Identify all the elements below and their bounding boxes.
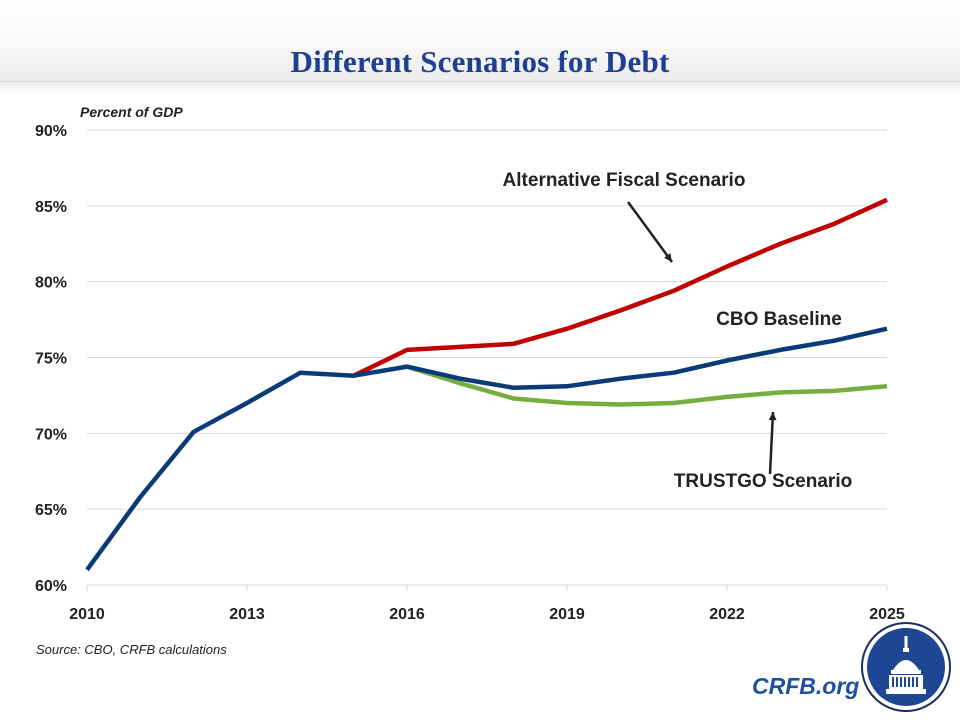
- x-tick-label: 2022: [709, 606, 745, 623]
- x-tick-label: 2016: [389, 606, 425, 623]
- x-tick-label: 2025: [869, 606, 905, 623]
- gridlines: [87, 129, 887, 510]
- annotation-label: TRUSTGO Scenario: [674, 471, 852, 492]
- annotation-label: CBO Baseline: [716, 309, 842, 330]
- x-tick-label: 2010: [69, 606, 105, 623]
- header-shadow: [0, 82, 960, 96]
- series-lines: [85, 197, 888, 572]
- arrowhead: [664, 253, 672, 262]
- chart-title: Different Scenarios for Debt: [290, 44, 670, 79]
- slide-header: [0, 0, 960, 82]
- series-line-cbo-baseline: [85, 326, 888, 572]
- x-axis-ticks: [86, 585, 888, 591]
- x-tick-label: 2013: [229, 606, 265, 623]
- y-tick-label: 85%: [35, 199, 67, 216]
- arrowhead: [768, 412, 777, 421]
- annotation-arrow: [768, 411, 775, 475]
- y-axis-label: Percent of GDP: [80, 104, 183, 120]
- annotation-arrow: [626, 201, 674, 263]
- axis-labels: 60% 65% 70% 75% 80% 85% 90% 2010 2013 2016 2019 202…: [35, 123, 905, 623]
- y-tick-label: 75%: [35, 351, 67, 368]
- y-tick-label: 90%: [35, 123, 67, 140]
- x-tick-label: 2019: [549, 606, 585, 623]
- y-tick-label: 80%: [35, 275, 67, 292]
- capitol-dome-logo-icon: [861, 622, 951, 712]
- y-tick-label: 65%: [35, 502, 67, 519]
- annotations: Alternative Fiscal Scenario CBO Baseline T…: [503, 170, 853, 492]
- y-tick-label: 60%: [35, 578, 67, 595]
- series-line-alternative-fiscal-scenario: [352, 197, 888, 378]
- annotation-label: Alternative Fiscal Scenario: [503, 170, 746, 191]
- y-tick-label: 70%: [35, 426, 67, 443]
- source-note: Source: CBO, CRFB calculations: [36, 642, 227, 657]
- brand-link[interactable]: CRFB.org: [752, 673, 860, 699]
- series-line-trustgo-scenario: [406, 364, 888, 407]
